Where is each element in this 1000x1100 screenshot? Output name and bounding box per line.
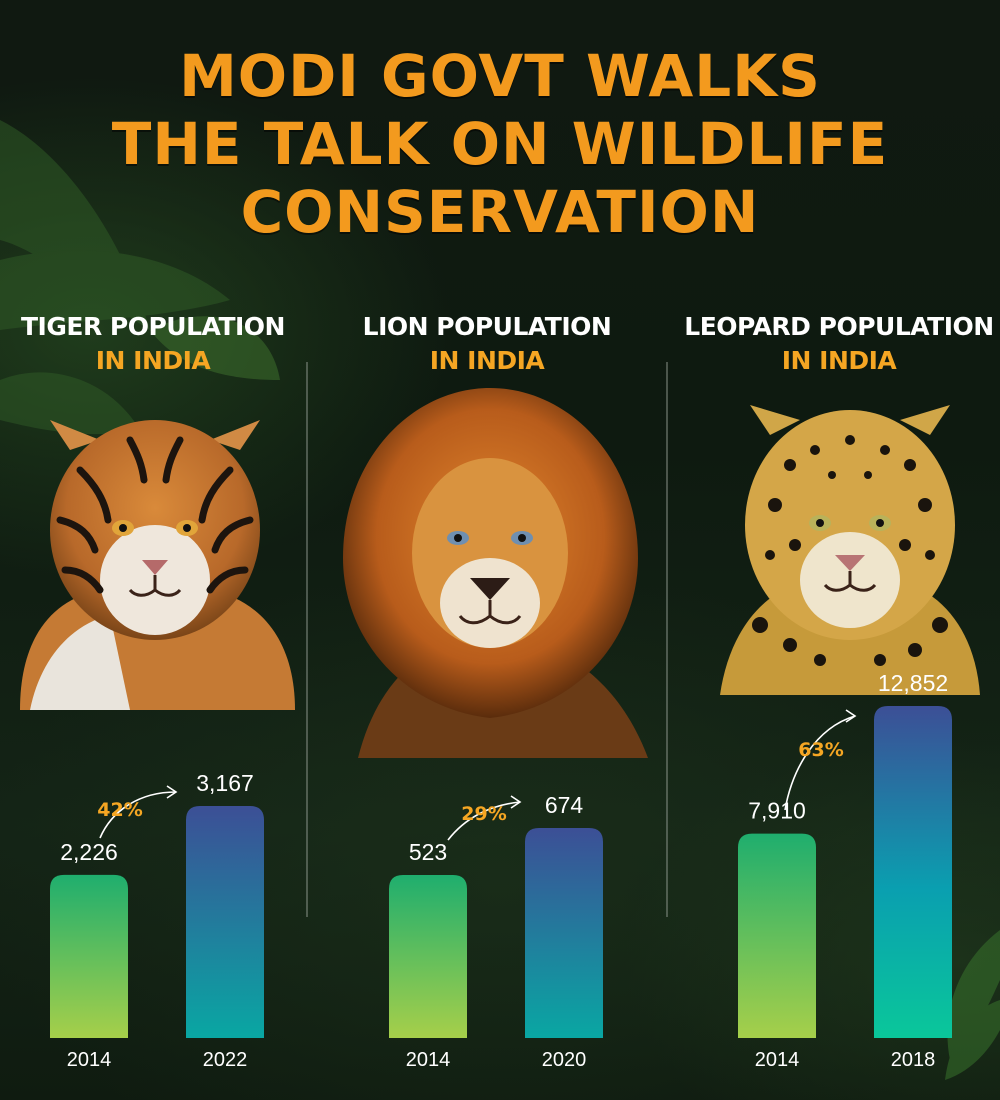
tiger-year-label-2022: 2022: [203, 1049, 248, 1071]
title-line-3: CONSERVATION: [240, 178, 760, 246]
lion-heading-line2: IN INDIA: [429, 346, 545, 375]
leopard-bar-2014: [738, 833, 816, 1038]
leopard-value-label-2014: 7,910: [748, 798, 806, 824]
leopard-growth-percent: 63%: [798, 739, 843, 761]
tiger-bar-2022: [186, 806, 264, 1038]
lion-growth-percent: 29%: [461, 803, 506, 825]
lion-heading-line1: LION POPULATION: [362, 312, 612, 341]
poster-title: MODI GOVT WALKS THE TALK ON WILDLIFE CON…: [0, 42, 1000, 246]
lion-bar-2020: [525, 828, 603, 1038]
leopard-bar-2018: [874, 706, 952, 1038]
tiger-growth-percent: 42%: [97, 799, 142, 821]
tiger-value-label-2014: 2,226: [60, 839, 118, 865]
lion-growth-arrowhead-icon: [510, 795, 522, 809]
tiger-bar-2014: [50, 874, 128, 1038]
tiger-section-heading: TIGER POPULATION IN INDIA: [0, 310, 318, 378]
title-line-2: THE TALK ON WILDLIFE: [111, 110, 889, 178]
leopard-year-label-2018: 2018: [891, 1049, 936, 1071]
leopard-heading-line1: LEOPARD POPULATION: [684, 312, 994, 341]
leopard-value-label-2018: 12,852: [878, 670, 948, 696]
tiger-growth-arrowhead-icon: [166, 785, 178, 799]
lion-year-label-2014: 2014: [406, 1049, 451, 1071]
leopard-portrait-icon: [720, 405, 980, 695]
lion-year-label-2020: 2020: [542, 1049, 587, 1071]
tiger-year-label-2014: 2014: [67, 1049, 112, 1071]
tiger-heading-line1: TIGER POPULATION: [21, 312, 285, 341]
tiger-value-label-2022: 3,167: [196, 770, 254, 796]
lion-growth-arrow-icon: [447, 801, 521, 841]
leopard-growth-arrow-icon: [784, 715, 856, 811]
tiger-growth-arrow-icon: [99, 791, 177, 839]
leopard-growth-arrowhead-icon: [845, 709, 857, 723]
leopard-year-label-2014: 2014: [755, 1049, 800, 1071]
section-divider-2: [666, 362, 668, 917]
lion-bar-2014: [389, 875, 467, 1038]
lion-portrait-icon: [343, 388, 648, 758]
title-line-1: MODI GOVT WALKS: [179, 42, 821, 110]
tiger-heading-line2: IN INDIA: [95, 346, 211, 375]
lion-value-label-2020: 674: [545, 792, 584, 818]
leopard-heading-line2: IN INDIA: [781, 346, 897, 375]
section-divider-1: [306, 362, 308, 917]
tiger-portrait-icon: [20, 420, 295, 710]
lion-value-label-2014: 523: [409, 839, 447, 865]
leopard-section-heading: LEOPARD POPULATION IN INDIA: [674, 310, 1000, 378]
lion-section-heading: LION POPULATION IN INDIA: [322, 310, 652, 378]
